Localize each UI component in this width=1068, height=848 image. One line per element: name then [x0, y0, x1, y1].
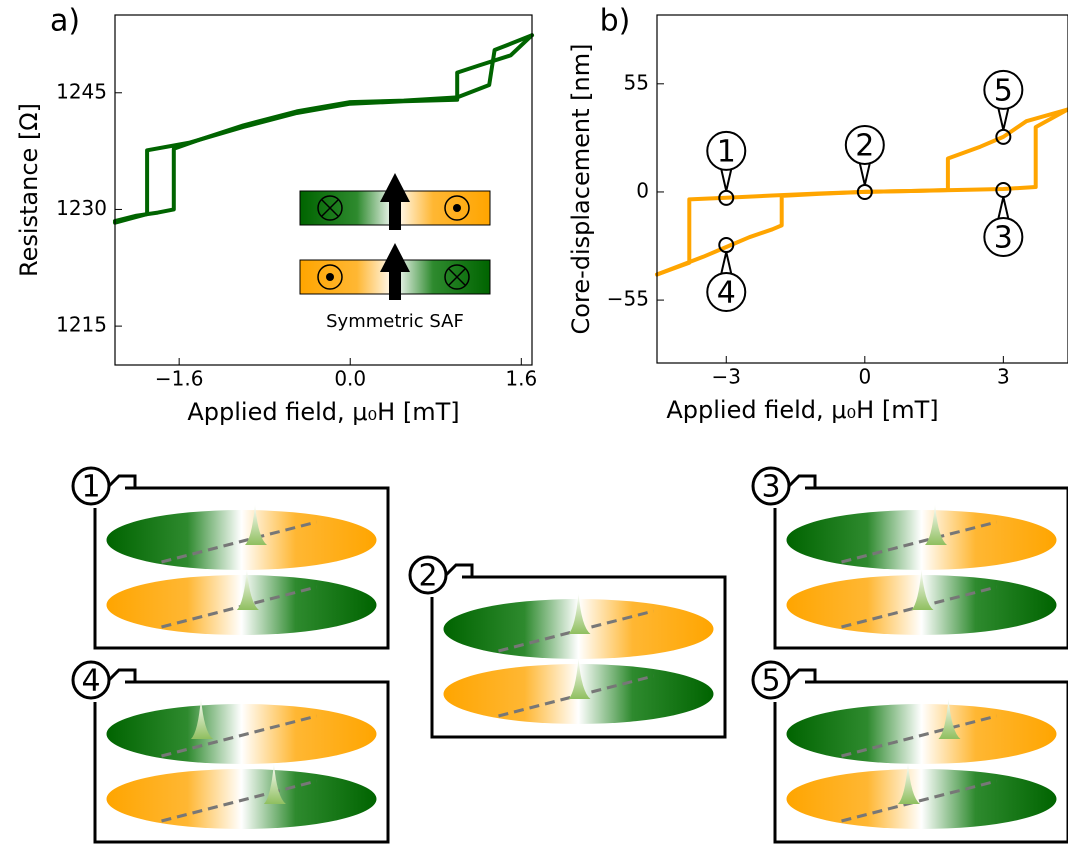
callout-label: 5 [994, 73, 1013, 108]
chart: −1.6 0.0 1.6 1215 1230 1245 Applied field, μ₀H… [15, 4, 537, 427]
callout-label: 4 [717, 276, 736, 311]
panel-number: 3 [761, 470, 780, 505]
annotated-point [995, 181, 1012, 198]
plot-frame [114, 14, 533, 366]
label-tab-line [787, 668, 817, 682]
vortex-core [263, 763, 286, 804]
y-tick-label: −55 [607, 287, 649, 311]
snapshot-panel: 1 [71, 466, 390, 650]
vortex-core [925, 504, 947, 545]
data-line [655, 107, 1068, 277]
label-tab-line [107, 668, 137, 682]
arrow [380, 243, 410, 300]
annotated-point [718, 237, 735, 254]
snapshot-panel: 5 [751, 660, 1068, 844]
callout-circle [706, 130, 747, 171]
label-tab-line [107, 474, 137, 488]
dot [326, 273, 334, 281]
arrow [380, 173, 410, 230]
data-line [113, 33, 534, 225]
panel-number: 1 [81, 470, 100, 505]
dashed-axis [161, 714, 317, 758]
vortex-core [191, 698, 213, 739]
callout-circle [983, 69, 1024, 110]
callout-circle [983, 216, 1024, 257]
snapshot-panel: 4 [71, 660, 390, 844]
vortex-core [938, 698, 961, 739]
x-tick-label: −3 [712, 365, 741, 389]
vortex-core [245, 504, 267, 545]
panel-number: 5 [761, 664, 780, 699]
y-tick-label: 1245 [56, 79, 107, 103]
vortex-core [911, 569, 934, 610]
x-tick-label: 3 [997, 365, 1010, 389]
panel-label: a) [50, 4, 80, 39]
y-tick-label: 0 [636, 178, 649, 202]
dashed-axis [841, 714, 997, 758]
vortex-core [236, 569, 259, 610]
dashed-axis [841, 779, 997, 823]
callout-label: 3 [994, 220, 1013, 255]
y-tick-label: 1215 [56, 313, 107, 337]
annotated-point [718, 189, 735, 206]
x-tick-label: 0.0 [334, 367, 366, 391]
panel-number: 2 [418, 559, 437, 594]
vortex-core [568, 658, 591, 699]
snapshot-panel: 2 [408, 555, 727, 739]
inset-label: Symmetric SAF [326, 311, 464, 332]
x-axis-label: Applied field, μ₀H [mT] [666, 396, 938, 424]
callout-circle [844, 124, 885, 165]
y-axis-label: Resistance [Ω] [15, 103, 43, 277]
x-tick-label: 1.6 [505, 367, 537, 391]
snapshot-panel: 3 [751, 466, 1068, 650]
label-tab-line [787, 474, 817, 488]
vortex-core [898, 763, 920, 804]
panel-number: 4 [81, 664, 100, 699]
annotated-point [856, 183, 873, 200]
panel-label: b) [600, 4, 631, 39]
dashed-axis [161, 779, 317, 823]
chart: −3 0 3 −55 0 55 Applied field, μ₀H [mT] Core-di… [567, 4, 1068, 424]
y-tick-label: 1230 [56, 196, 107, 220]
x-tick-label: 0 [858, 365, 871, 389]
callout-circle [706, 272, 747, 313]
callout-label: 2 [855, 128, 874, 163]
label-tab-line [444, 563, 474, 577]
symbols [317, 195, 470, 290]
x-tick-label: −1.6 [155, 367, 204, 391]
x-axis-label: Applied field, μ₀H [mT] [187, 398, 459, 426]
dashed-axis [161, 520, 317, 564]
y-tick-label: 55 [624, 70, 649, 94]
inset: Symmetric SAF [299, 173, 491, 332]
dot [453, 204, 461, 212]
dashed-axis [161, 585, 317, 629]
vortex-core [568, 593, 591, 634]
annotated-point [995, 128, 1012, 145]
y-axis-label: Core-displacement [nm] [567, 44, 595, 335]
plot-frame [656, 14, 1068, 364]
callout-label: 1 [717, 134, 736, 169]
dashed-axis [841, 520, 997, 564]
